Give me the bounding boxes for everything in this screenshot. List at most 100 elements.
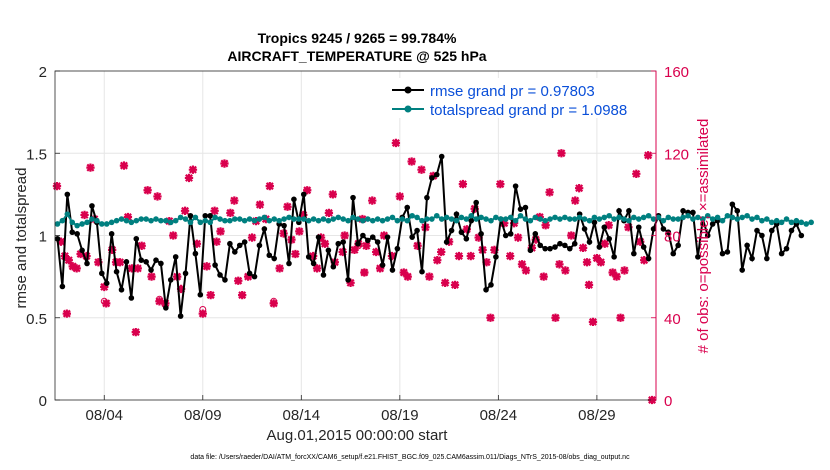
rmse-point: [502, 232, 509, 239]
y-left-tick-label: 0: [39, 393, 47, 410]
spread-point: [148, 217, 154, 224]
obs-assimilated-marker: [131, 327, 140, 337]
y-right-tick-label: 80: [664, 229, 681, 246]
spread-point: [291, 216, 297, 222]
rmse-point: [640, 244, 647, 250]
rmse-point: [547, 245, 553, 252]
spread-point: [552, 214, 558, 221]
spread-point: [246, 216, 253, 222]
spread-point: [773, 217, 780, 224]
rmse-point: [64, 191, 71, 198]
obs-assimilated-marker: [407, 157, 416, 166]
axis-ticks: 08/04 08/09 08/14 08/19 08/24 08/29 0 0.5 1 1.5 2 0…: [26, 64, 689, 424]
obs-assimilated-marker: [324, 208, 334, 218]
spread-point: [320, 216, 327, 222]
spread-point: [522, 216, 529, 222]
spread-point: [626, 217, 632, 224]
obs-assimilated-marker: [417, 165, 426, 174]
spread-point: [458, 214, 465, 221]
spread-point: [394, 217, 401, 224]
rmse-point: [739, 267, 746, 273]
obs-assimilated-marker: [76, 249, 85, 259]
spread-point: [153, 216, 159, 222]
spread-point: [591, 214, 598, 221]
legend-rmse-marker: [404, 86, 412, 94]
obs-assimilated-marker: [486, 313, 495, 322]
rmse-point: [429, 175, 435, 181]
rmse-point: [724, 249, 731, 255]
obs-assimilated-marker: [521, 266, 531, 275]
obs-assimilated-marker: [582, 258, 592, 267]
spread-point: [749, 216, 755, 222]
obs-assimilated-marker: [216, 227, 225, 236]
rmse-point: [148, 267, 154, 273]
rmse-point: [79, 247, 85, 254]
spread-point: [532, 214, 539, 221]
obs-assimilated-marker: [604, 221, 613, 230]
spread-point: [414, 214, 420, 221]
spread-point: [227, 217, 233, 224]
chart-title-line1: Tropics 9245 / 9265 = 99.784%: [258, 30, 457, 46]
spread-point: [768, 219, 775, 226]
spread-point: [232, 216, 238, 222]
spread-point: [488, 217, 494, 224]
rmse-point: [453, 211, 460, 217]
spread-point: [685, 212, 691, 219]
obs-assimilated-marker: [462, 225, 471, 234]
obs-assimilated-marker: [100, 282, 109, 292]
rmse-point: [729, 201, 736, 208]
obs-assimilated-marker: [608, 268, 617, 277]
spread-point: [611, 216, 617, 222]
spread-point: [163, 217, 169, 224]
obs-assimilated-marker: [395, 192, 404, 201]
rmse-point: [483, 286, 489, 293]
rmse-point: [108, 231, 115, 237]
rmse-point: [690, 209, 696, 216]
obs-assimilated-marker: [440, 278, 450, 287]
rmse-point: [335, 240, 342, 247]
rmse-point: [532, 231, 539, 237]
x-tick-label: 08/09: [184, 407, 222, 424]
rmse-point: [192, 250, 199, 257]
obs-assimilated-marker: [210, 206, 219, 215]
spread-point: [207, 219, 213, 226]
obs-assimilated-marker: [127, 264, 137, 273]
spread-point: [241, 217, 248, 224]
rmse-point: [626, 208, 632, 214]
spread-point: [433, 212, 440, 219]
rmse-point: [537, 242, 544, 249]
obs-assimilated-marker: [62, 309, 71, 318]
rmse-point: [187, 212, 194, 219]
obs-assimilated-marker: [500, 219, 509, 228]
spread-point: [404, 217, 411, 224]
rmse-point: [163, 305, 169, 311]
rmse-point: [488, 282, 494, 288]
obs-assimilated-marker: [320, 239, 330, 248]
spread-point: [330, 216, 337, 222]
spread-point: [325, 217, 332, 224]
rmse-point: [768, 227, 775, 234]
obs-assimilated-marker: [458, 179, 468, 189]
x-tick-label: 08/24: [480, 407, 518, 424]
y-axis-right-label: # of obs: o=possible; ×=assimilated: [695, 119, 712, 354]
rmse-point: [566, 245, 573, 252]
rmse-point: [320, 272, 327, 278]
rmse-point: [596, 244, 603, 250]
obs-assimilated-marker: [198, 309, 207, 318]
obs-assimilated-marker: [551, 313, 560, 322]
obs-assimilated-marker: [147, 272, 156, 281]
obs-possible-marker: [199, 306, 207, 314]
spread-point: [512, 217, 519, 224]
rmse-point: [369, 234, 376, 240]
obs-assimilated-marker: [153, 192, 162, 201]
spread-point: [197, 219, 204, 226]
spread-point: [345, 217, 351, 224]
rmse-point: [271, 255, 278, 262]
spread-point: [468, 212, 475, 219]
obs-assimilated-marker: [632, 169, 641, 178]
spread-point: [256, 216, 263, 222]
rmse-point: [153, 257, 159, 263]
spread-point: [296, 216, 302, 222]
spread-point: [448, 216, 455, 222]
obs-assimilated-marker: [517, 260, 527, 269]
